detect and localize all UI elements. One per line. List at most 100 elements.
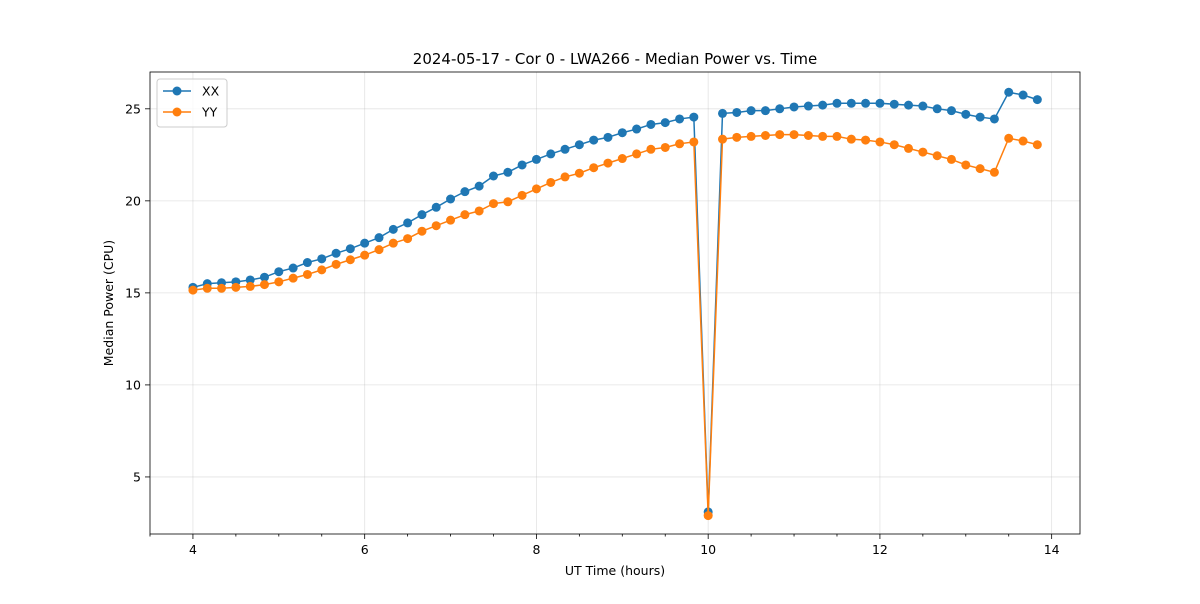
data-point-xx [846,98,856,108]
data-point-xx [861,98,871,108]
data-point-yy [360,250,370,260]
data-point-yy [374,245,384,255]
data-point-xx [789,102,799,112]
x-tick-label: 10 [700,542,716,557]
data-point-xx [331,248,341,258]
data-point-xx [689,112,699,122]
data-point-yy [231,282,241,292]
y-tick-label: 15 [125,285,141,300]
data-point-xx [989,114,999,124]
data-point-yy [531,184,541,194]
data-point-yy [574,168,584,178]
data-point-xx [503,167,513,177]
data-point-yy [803,131,813,140]
data-point-xx [288,263,298,273]
chart-title: 2024-05-17 - Cor 0 - LWA266 - Median Pow… [413,50,817,68]
data-point-xx [245,275,255,285]
data-point-yy [288,273,298,283]
data-point-yy [946,154,956,164]
data-point-yy [274,277,284,287]
data-point-xx [431,202,441,212]
data-point-xx [474,181,484,191]
data-point-xx [832,98,842,108]
data-point-yy [675,139,685,149]
x-tick-label: 12 [872,542,888,557]
data-point-yy [417,226,427,236]
data-point-xx [803,101,813,111]
data-point-yy [217,283,227,293]
data-point-yy [875,137,885,147]
plot-frame [149,71,1081,535]
data-point-xx [531,154,541,164]
data-point-yy [460,210,470,220]
data-point-xx [388,224,398,234]
data-point-yy [1032,140,1042,150]
x-tick-label: 6 [361,542,369,557]
data-point-xx [259,272,269,282]
series-xx [188,87,1042,517]
data-point-yy [546,177,556,187]
data-point-xx [617,128,627,138]
data-point-xx [732,107,742,117]
data-point-xx [589,135,599,145]
data-point-yy [446,215,456,225]
x-tick-label: 4 [189,542,197,557]
data-point-xx [488,171,498,181]
y-tick-label: 10 [125,377,141,392]
data-point-yy [961,160,971,170]
data-point-yy [732,132,742,142]
data-point-yy [589,163,599,173]
data-point-yy [646,144,656,154]
data-point-xx [675,114,685,124]
data-point-yy [789,130,799,140]
data-point-yy [245,281,255,291]
data-point-yy [932,151,942,161]
legend-xx-marker [172,86,182,96]
data-point-xx [918,101,928,111]
data-point-xx [460,187,470,197]
data-point-yy [560,172,570,182]
series-layer [188,87,1042,521]
data-point-xx [904,100,914,110]
data-point-xx [932,104,942,114]
data-point-yy [488,199,498,209]
data-point-xx [632,124,642,134]
legend-xx-label: XX [202,84,220,99]
data-point-yy [517,190,527,200]
y-tick-label: 5 [133,469,141,484]
data-point-yy [861,135,871,145]
data-point-yy [703,511,713,521]
data-point-yy [904,143,914,153]
y-tick-label: 25 [125,101,141,116]
data-point-xx [746,106,756,116]
data-point-xx [360,238,370,248]
data-point-xx [345,244,355,254]
legend-yy-label: YY [201,105,218,120]
data-point-yy [660,142,670,152]
data-point-xx [603,132,613,142]
data-point-xx [517,160,527,170]
data-point-yy [760,131,770,140]
data-point-xx [718,108,728,118]
data-point-yy [302,269,312,279]
data-point-yy [603,158,613,168]
data-point-xx [317,254,327,264]
data-point-yy [317,265,327,275]
data-point-yy [388,238,398,248]
data-point-xx [775,104,785,114]
data-point-yy [918,147,928,157]
data-point-yy [975,164,985,174]
y-tick-label: 20 [125,193,141,208]
data-point-yy [832,131,842,141]
data-point-xx [1032,95,1042,105]
data-point-xx [274,267,284,277]
data-point-xx [417,210,427,220]
data-point-yy [718,134,728,144]
data-point-xx [961,109,971,119]
x-tick-label: 14 [1044,542,1060,557]
y-axis-label: Median Power (CPU) [101,240,116,366]
data-point-xx [975,112,985,122]
data-point-yy [202,283,212,293]
